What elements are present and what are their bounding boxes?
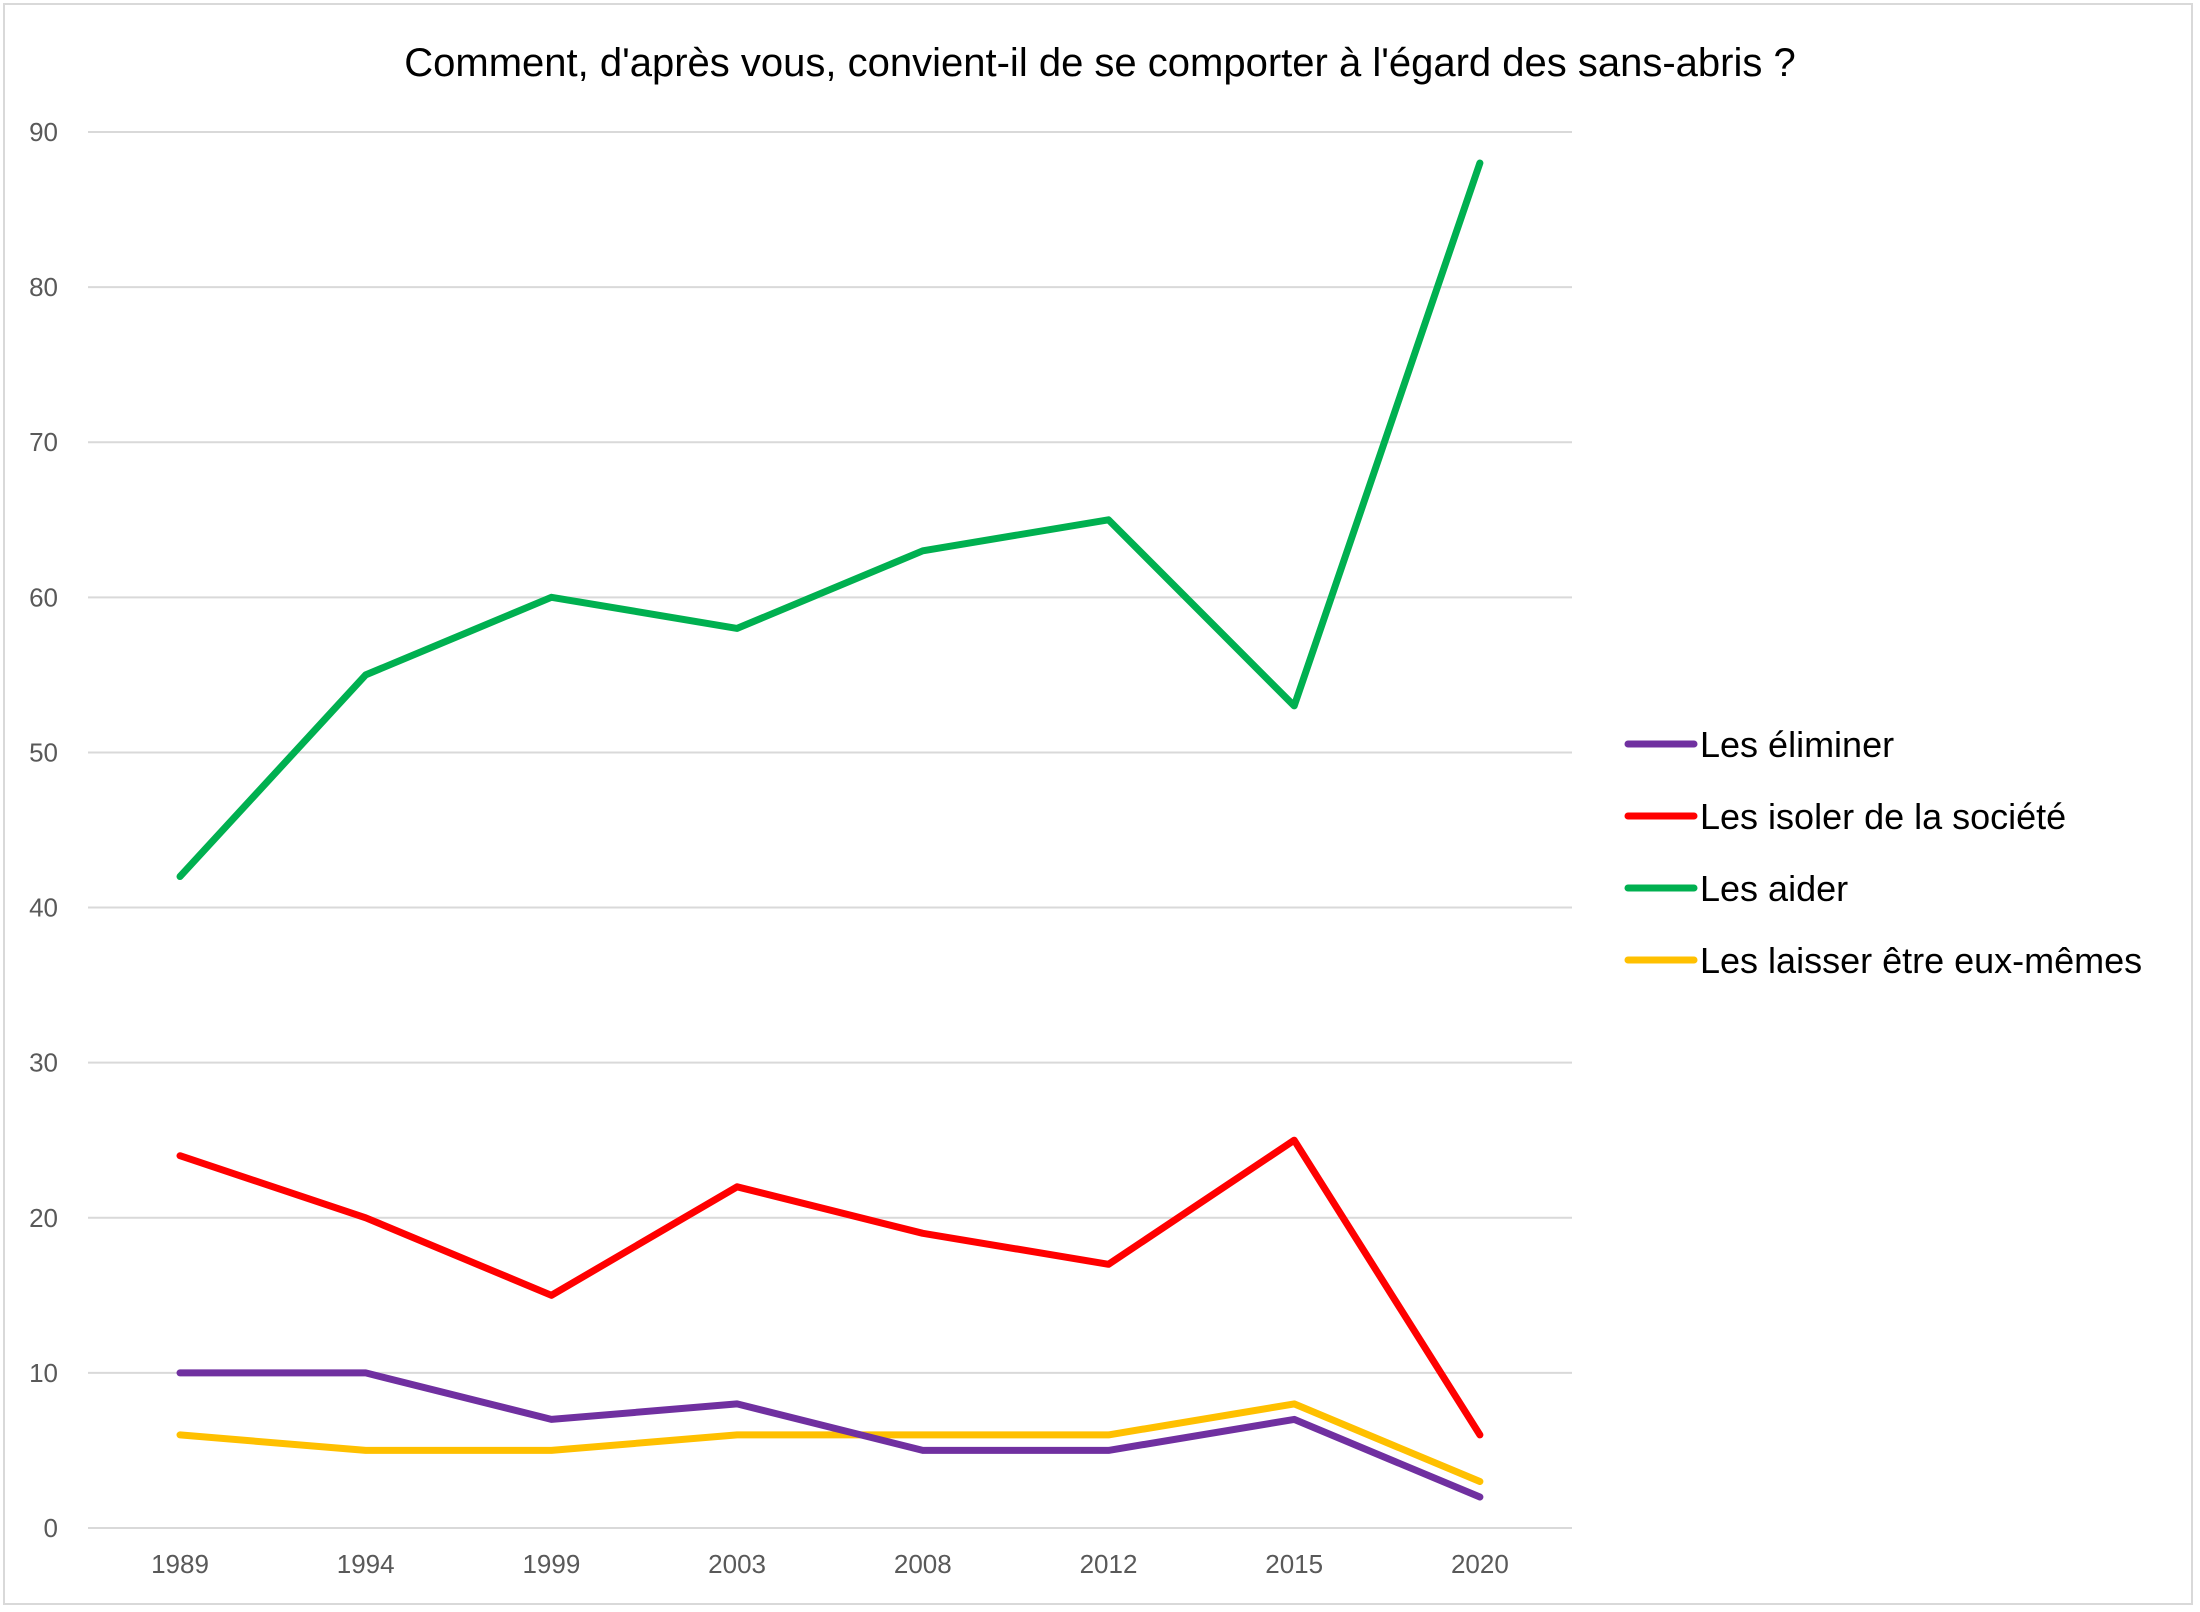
data-point xyxy=(921,1449,924,1452)
data-point xyxy=(364,1216,367,1219)
y-tick-label: 80 xyxy=(29,272,58,302)
data-point xyxy=(364,1371,367,1374)
data-point xyxy=(179,1371,181,1374)
y-tick-label: 20 xyxy=(29,1203,58,1233)
data-point xyxy=(1293,1139,1296,1142)
data-point xyxy=(550,1294,553,1297)
data-point xyxy=(1478,1495,1481,1498)
data-point xyxy=(179,1433,181,1436)
chart-title: Comment, d'après vous, convient-il de se… xyxy=(404,41,1795,85)
legend: Les éliminer Les isoler de la société Les … xyxy=(1624,724,2142,981)
data-point xyxy=(1293,1402,1296,1405)
data-point xyxy=(921,1433,924,1436)
data-point xyxy=(1107,518,1110,521)
data-point xyxy=(736,1402,739,1405)
data-point xyxy=(550,1418,553,1421)
data-point xyxy=(364,1449,367,1452)
y-tick-label: 70 xyxy=(29,427,58,457)
data-point xyxy=(364,673,367,676)
data-point xyxy=(921,549,924,552)
data-point xyxy=(1478,162,1481,165)
y-tick-label: 60 xyxy=(29,582,58,612)
data-point xyxy=(179,1154,181,1157)
chart-frame xyxy=(3,3,2193,1605)
legend-item-1: Les isoler de la société xyxy=(1624,796,2066,837)
x-tick-label: 1999 xyxy=(522,1549,580,1579)
data-point xyxy=(1478,1433,1481,1436)
y-tick-label: 50 xyxy=(29,737,58,767)
data-point xyxy=(1293,704,1296,707)
y-tick-label: 40 xyxy=(29,893,58,923)
data-point xyxy=(550,1449,553,1452)
y-tick-label: 0 xyxy=(44,1513,58,1543)
data-point xyxy=(1293,1418,1296,1421)
data-point xyxy=(1107,1263,1110,1266)
x-tick-label: 1989 xyxy=(151,1549,209,1579)
data-point xyxy=(1107,1449,1110,1452)
legend-item-0: Les éliminer xyxy=(1624,724,1894,765)
legend-label: Les laisser être eux-mêmes xyxy=(1700,940,2142,981)
data-point xyxy=(179,875,181,878)
data-point xyxy=(736,1433,739,1436)
data-point xyxy=(736,627,739,630)
legend-item-2: Les aider xyxy=(1624,868,1848,909)
series-line-0 xyxy=(176,1369,1484,1501)
x-tick-label: 2020 xyxy=(1451,1549,1509,1579)
y-axis-tick-labels: 0 10 20 30 40 50 60 70 80 90 xyxy=(29,117,58,1543)
legend-label: Les aider xyxy=(1700,868,1848,909)
x-tick-label: 2003 xyxy=(708,1549,766,1579)
x-tick-label: 2015 xyxy=(1265,1549,1323,1579)
data-point xyxy=(736,1185,739,1188)
series-line-1 xyxy=(176,1136,1484,1439)
y-tick-label: 90 xyxy=(29,117,58,147)
legend-label: Les éliminer xyxy=(1700,724,1894,765)
legend-item-3: Les laisser être eux-mêmes xyxy=(1624,940,2142,981)
y-tick-label: 10 xyxy=(29,1358,58,1388)
data-point xyxy=(921,1232,924,1235)
data-point xyxy=(550,596,553,599)
series-lines xyxy=(176,159,1484,1501)
legend-label: Les isoler de la société xyxy=(1700,796,2066,837)
x-tick-label: 2008 xyxy=(894,1549,952,1579)
data-point xyxy=(1478,1480,1481,1483)
data-point xyxy=(1107,1433,1110,1436)
series-line-2 xyxy=(176,159,1484,880)
x-tick-label: 1994 xyxy=(337,1549,395,1579)
series-line-3 xyxy=(176,1400,1484,1485)
x-axis-tick-labels: 1989 1994 1999 2003 2008 2012 2015 2020 xyxy=(151,1549,1509,1579)
gridlines xyxy=(88,131,1572,1529)
x-tick-label: 2012 xyxy=(1080,1549,1138,1579)
y-tick-label: 30 xyxy=(29,1048,58,1078)
